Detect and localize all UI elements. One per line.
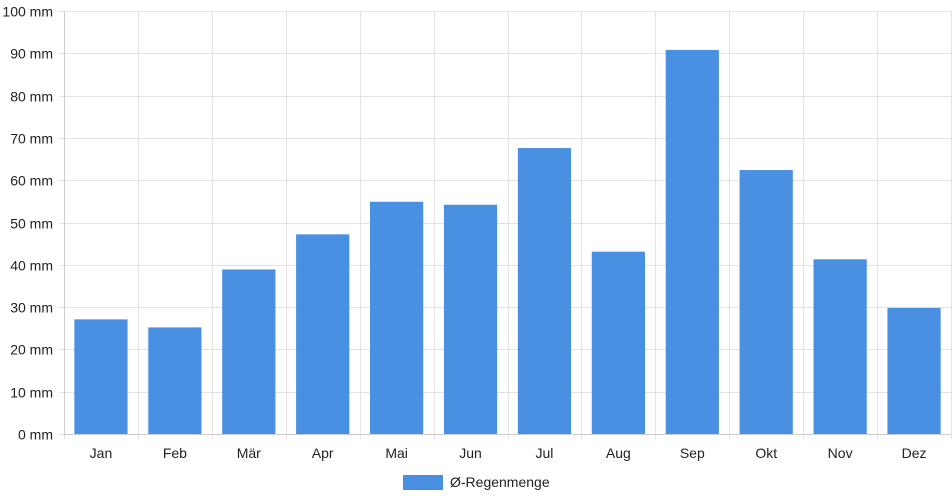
y-axis-labels: 0 mm 10 mm 20 mm 30 mm 40 mm 50 mm 60 mm 70 mm 8…	[2, 4, 53, 443]
grid-layer	[59, 11, 952, 439]
x-tick-label: Dez	[902, 445, 927, 461]
y-tick-label: 90 mm	[10, 46, 53, 62]
x-tick-label: Mär	[237, 445, 261, 461]
bar-jan[interactable]	[74, 319, 128, 434]
x-tick-label: Aug	[606, 445, 631, 461]
bar-jun[interactable]	[443, 204, 498, 434]
x-tick-label: Okt	[755, 445, 777, 461]
y-tick-label: 70 mm	[10, 131, 53, 147]
bar-aug[interactable]	[591, 251, 645, 434]
bar-dez[interactable]	[887, 307, 941, 434]
bars-layer	[74, 49, 941, 434]
x-tick-label: Mai	[385, 445, 408, 461]
y-tick-label: 10 mm	[10, 385, 53, 401]
x-tick-label: Jul	[536, 445, 554, 461]
bar-sep[interactable]	[665, 49, 719, 434]
x-tick-label: Apr	[312, 445, 334, 461]
bar-feb[interactable]	[148, 327, 202, 434]
bar-mär[interactable]	[222, 269, 276, 434]
y-tick-label: 50 mm	[10, 216, 53, 232]
bar-okt[interactable]	[739, 170, 793, 434]
x-tick-label: Nov	[828, 445, 853, 461]
legend-swatch	[403, 475, 443, 490]
x-axis-labels: Jan Feb Mär Apr Mai Jun Jul Aug Sep Okt Nov Dez	[90, 445, 927, 461]
bar-mai[interactable]	[370, 201, 424, 434]
y-tick-label: 100 mm	[2, 4, 53, 20]
y-tick-label: 80 mm	[10, 89, 53, 105]
y-tick-label: 20 mm	[10, 342, 53, 358]
y-tick-label: 60 mm	[10, 173, 53, 189]
y-tick-label: 0 mm	[18, 427, 53, 443]
bar-jul[interactable]	[517, 148, 572, 434]
x-tick-label: Feb	[163, 445, 187, 461]
bar-nov[interactable]	[813, 259, 867, 434]
bar-apr[interactable]	[296, 234, 350, 434]
legend[interactable]: Ø-Regenmenge	[403, 474, 550, 490]
y-tick-label: 40 mm	[10, 258, 53, 274]
x-tick-label: Sep	[680, 445, 705, 461]
legend-label: Ø-Regenmenge	[450, 474, 550, 490]
x-tick-label: Jan	[90, 445, 113, 461]
x-tick-label: Jun	[459, 445, 482, 461]
y-tick-label: 30 mm	[10, 300, 53, 316]
